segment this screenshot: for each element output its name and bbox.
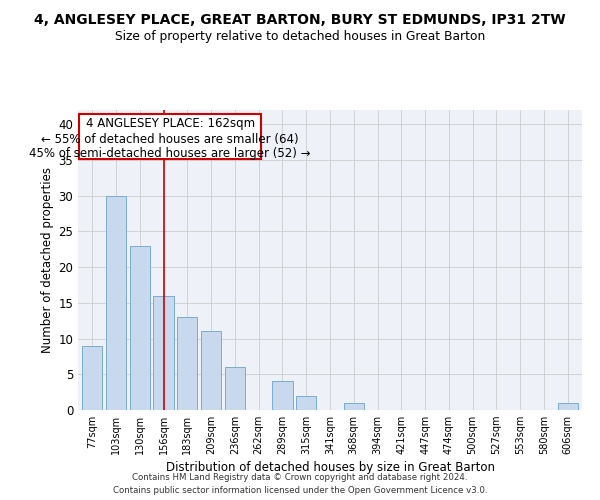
Bar — [106, 196, 126, 410]
Bar — [344, 403, 364, 410]
X-axis label: Distribution of detached houses by size in Great Barton: Distribution of detached houses by size … — [166, 462, 494, 474]
Bar — [201, 332, 221, 410]
Text: Contains HM Land Registry data © Crown copyright and database right 2024.: Contains HM Land Registry data © Crown c… — [132, 472, 468, 482]
Bar — [557, 403, 578, 410]
Text: 45% of semi-detached houses are larger (52) →: 45% of semi-detached houses are larger (… — [29, 148, 311, 160]
Text: 4, ANGLESEY PLACE, GREAT BARTON, BURY ST EDMUNDS, IP31 2TW: 4, ANGLESEY PLACE, GREAT BARTON, BURY ST… — [34, 12, 566, 26]
Text: Size of property relative to detached houses in Great Barton: Size of property relative to detached ho… — [115, 30, 485, 43]
Text: ← 55% of detached houses are smaller (64): ← 55% of detached houses are smaller (64… — [41, 132, 299, 145]
Bar — [296, 396, 316, 410]
Bar — [154, 296, 173, 410]
Text: 4 ANGLESEY PLACE: 162sqm: 4 ANGLESEY PLACE: 162sqm — [86, 118, 254, 130]
Bar — [272, 382, 293, 410]
Y-axis label: Number of detached properties: Number of detached properties — [41, 167, 54, 353]
Bar — [177, 317, 197, 410]
Bar — [225, 367, 245, 410]
FancyBboxPatch shape — [79, 114, 261, 158]
Text: Contains public sector information licensed under the Open Government Licence v3: Contains public sector information licen… — [113, 486, 487, 495]
Bar — [130, 246, 150, 410]
Bar — [82, 346, 103, 410]
